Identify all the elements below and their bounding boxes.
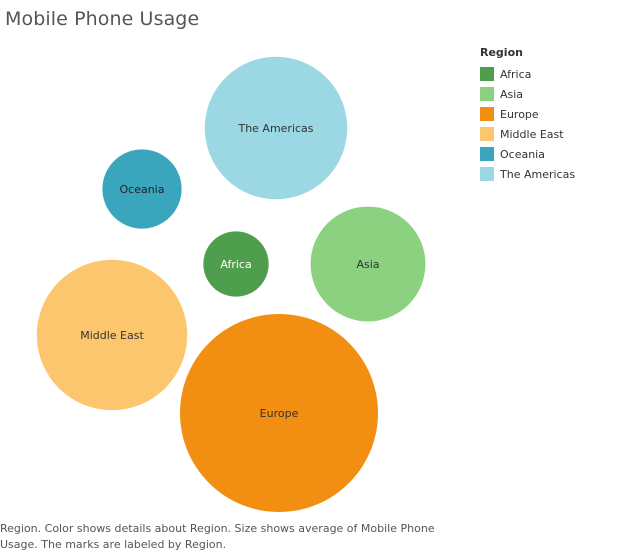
bubble-middle-east[interactable]: Middle East: [36, 259, 188, 411]
legend-label: Europe: [500, 107, 539, 121]
legend-item-the-americas[interactable]: The Americas: [480, 164, 575, 184]
legend-swatch: [480, 127, 494, 141]
bubble-circle-asia[interactable]: [310, 206, 426, 322]
legend-swatch: [480, 167, 494, 181]
legend-item-europe[interactable]: Europe: [480, 104, 575, 124]
legend-item-asia[interactable]: Asia: [480, 84, 575, 104]
legend-label: Africa: [500, 67, 532, 81]
bubble-label-europe: Europe: [260, 407, 299, 420]
legend-label: Middle East: [500, 127, 564, 141]
bubble-label-asia: Asia: [356, 258, 379, 271]
bubble-label-oceania: Oceania: [120, 183, 165, 196]
bubble-chart: Africa Asia Europe Middle East Oceania The Am…: [36, 56, 426, 512]
bubble-europe[interactable]: Europe: [180, 314, 378, 512]
legend: Region Africa Asia Europe Middle East Oceani…: [480, 46, 575, 184]
bubble-the-americas[interactable]: The Americas: [204, 56, 348, 200]
bubble-label-the-americas: The Americas: [237, 122, 313, 135]
legend-item-africa[interactable]: Africa: [480, 64, 575, 84]
legend-title: Region: [480, 46, 523, 59]
legend-swatch: [480, 147, 494, 161]
bubble-asia[interactable]: Asia: [310, 206, 426, 322]
legend-label: Asia: [500, 87, 524, 101]
bubble-circle-africa[interactable]: [203, 231, 269, 297]
legend-swatch: [480, 87, 494, 101]
bubble-circle-europe[interactable]: [180, 314, 378, 512]
chart-title: Mobile Phone Usage: [5, 8, 200, 30]
bubble-africa[interactable]: Africa: [203, 231, 269, 297]
bubble-label-africa: Africa: [220, 258, 251, 271]
legend-item-middle-east[interactable]: Middle East: [480, 124, 575, 144]
legend-swatch: [480, 107, 494, 121]
legend-item-oceania[interactable]: Oceania: [480, 144, 575, 164]
bubble-circle-the-americas[interactable]: [204, 56, 348, 200]
bubble-oceania[interactable]: Oceania: [102, 149, 182, 229]
chart-caption: Region. Color shows details about Region…: [0, 522, 435, 551]
legend-swatch: [480, 67, 494, 81]
bubble-label-middle-east: Middle East: [80, 329, 144, 342]
bubble-circle-oceania[interactable]: [102, 149, 182, 229]
bubble-circle-middle-east[interactable]: [36, 259, 188, 411]
legend-label: Oceania: [500, 147, 545, 161]
legend-label: The Americas: [500, 167, 576, 181]
